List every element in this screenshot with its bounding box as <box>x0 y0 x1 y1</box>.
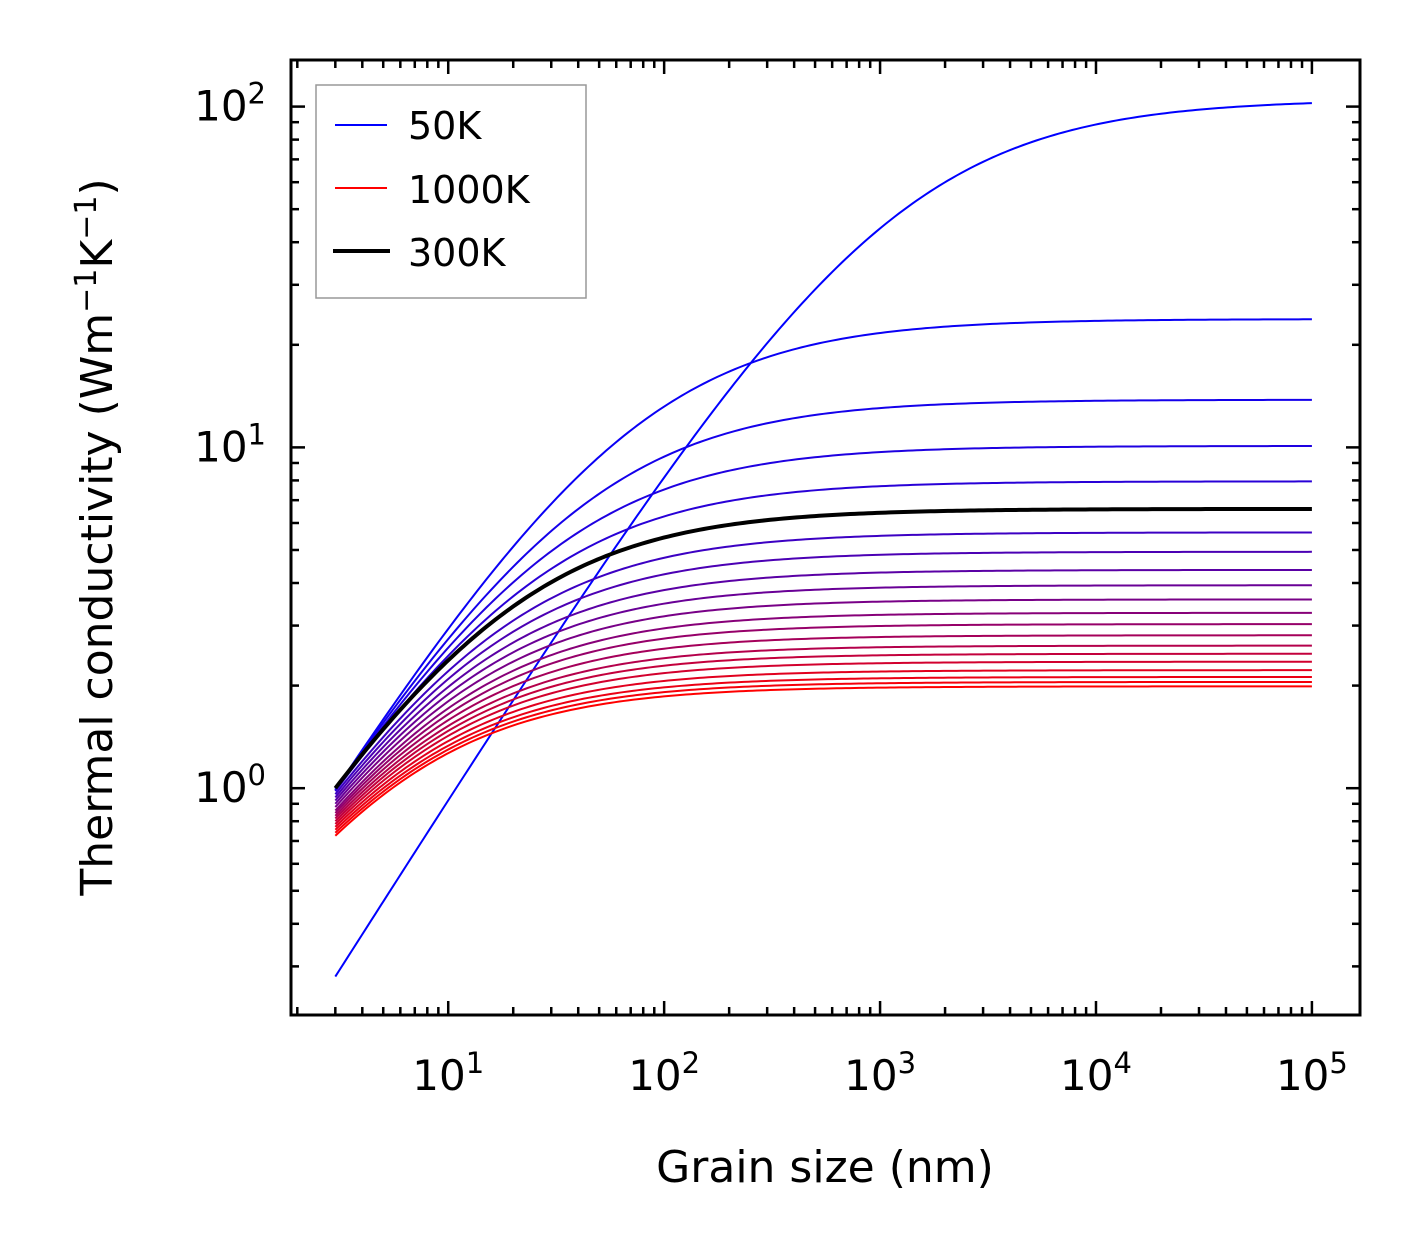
series-line-t2 <box>334 318 1312 791</box>
x-tick-labels: 101 102 103 104 105 <box>412 1046 1348 1100</box>
x-tick-label: 102 <box>628 1046 700 1100</box>
x-tick-base: 10 <box>844 1051 897 1100</box>
series-line-t11 <box>334 598 1312 808</box>
series-line-t14 <box>334 634 1312 817</box>
legend-label-300k: 300K <box>408 231 507 275</box>
series-line-t13 <box>334 623 1312 814</box>
y-tick-exponent: 2 <box>248 77 266 111</box>
y-tick-base: 10 <box>194 763 247 812</box>
series-line-t16 <box>334 652 1312 822</box>
x-tick-base: 10 <box>1060 1051 1113 1100</box>
series-line-t17 <box>334 660 1312 825</box>
series-line-t10 <box>334 584 1312 805</box>
legend-box <box>315 84 587 299</box>
y-tick-exponent: 0 <box>248 758 266 792</box>
y-axis-title-main: Thermal conductivity (Wm <box>72 313 123 897</box>
x-tick-label: 101 <box>412 1046 484 1100</box>
x-tick-label: 104 <box>1060 1046 1132 1100</box>
x-tick-exponent: 5 <box>1329 1046 1347 1080</box>
series-line-t7 <box>334 531 1312 795</box>
legend: 50K 1000K 300K <box>315 84 587 299</box>
legend-label-50k: 50K <box>408 104 482 148</box>
y-tick-base: 10 <box>194 422 247 471</box>
series-line-t9 <box>334 568 1312 802</box>
x-tick-base: 10 <box>412 1051 465 1100</box>
x-tick-label: 103 <box>844 1046 916 1100</box>
y-axis-title-mid: K <box>72 239 123 269</box>
y-tick-label: 101 <box>194 417 266 471</box>
x-tick-label: 105 <box>1276 1046 1348 1100</box>
series-line-t18 <box>334 669 1312 828</box>
x-tick-exponent: 2 <box>682 1046 700 1080</box>
x-axis-title: Grain size (nm) <box>656 1142 994 1193</box>
series-line-t15 <box>334 644 1312 820</box>
series-line-t5 <box>334 480 1312 792</box>
x-tick-base: 10 <box>628 1051 681 1100</box>
series-line-t12 <box>334 611 1312 812</box>
series-line-t4 <box>334 445 1312 792</box>
y-tick-label: 100 <box>194 758 266 812</box>
x-tick-exponent: 4 <box>1113 1046 1131 1080</box>
y-axis-title-sup1: −1 <box>69 269 104 313</box>
series-line-t20 <box>334 680 1312 834</box>
y-tick-exponent: 1 <box>248 417 266 451</box>
legend-label-1000k: 1000K <box>408 168 531 212</box>
series-line-t3 <box>334 398 1312 791</box>
y-axis-title-end: ) <box>72 178 123 195</box>
series-layer <box>333 102 1312 978</box>
y-tick-label: 102 <box>194 77 266 131</box>
y-axis-title-sup2: −1 <box>69 196 104 240</box>
series-line-t8 <box>334 550 1312 798</box>
x-tick-exponent: 1 <box>466 1046 484 1080</box>
plot-frame <box>289 58 1362 1017</box>
x-tick-base: 10 <box>1276 1051 1329 1100</box>
y-tick-base: 10 <box>194 82 247 131</box>
series-line-1000k <box>334 685 1312 837</box>
y-axis-title: Thermal conductivity (Wm−1K−1) <box>69 178 123 896</box>
series-line-t19 <box>334 675 1312 831</box>
series-line-300k <box>333 506 1312 790</box>
x-tick-exponent: 3 <box>898 1046 916 1080</box>
